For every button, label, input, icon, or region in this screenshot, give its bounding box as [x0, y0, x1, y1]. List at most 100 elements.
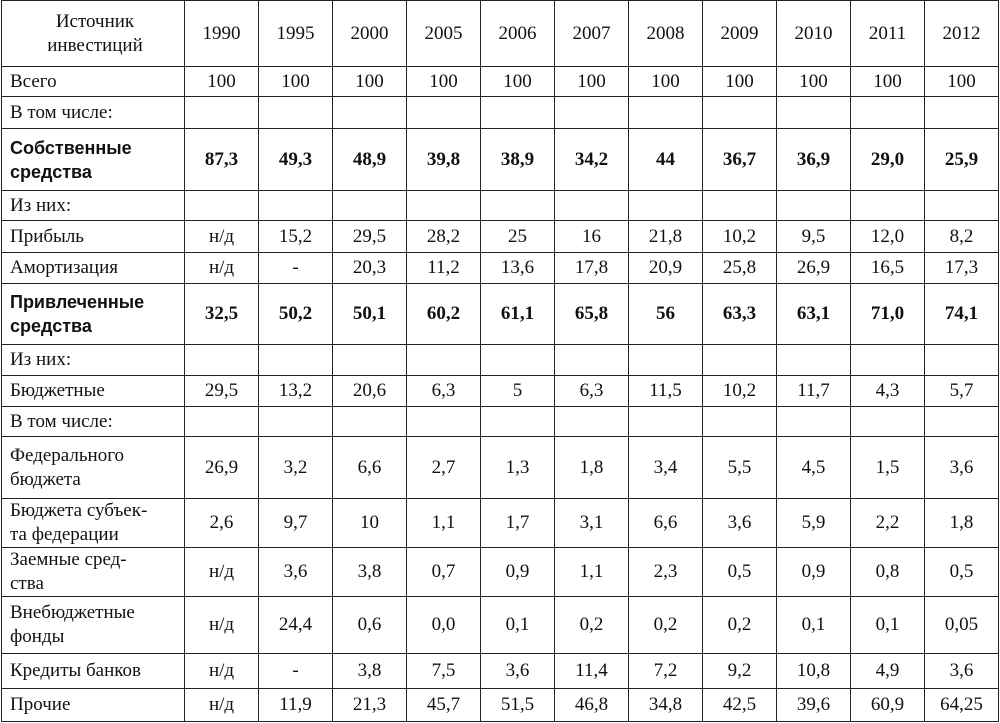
cell: 50,2 — [258, 283, 333, 345]
cell: 2005 — [406, 0, 481, 67]
cell: 3,8 — [332, 653, 407, 689]
cell: 9,5 — [776, 220, 851, 253]
cell: 34,8 — [628, 688, 703, 722]
cell: 10,8 — [776, 653, 851, 689]
cell: 7,2 — [628, 653, 703, 689]
table-row: Заемные сред- ства н/д 3,6 3,8 0,7 0,9 1,1 2,3 0… — [1, 547, 999, 597]
cell: 3,6 — [702, 498, 777, 548]
cell: 7,5 — [406, 653, 481, 689]
cell: 100 — [332, 66, 407, 97]
empty-cell — [850, 406, 925, 437]
table-row: В том числе: — [1, 96, 999, 129]
cell: - — [258, 653, 333, 689]
empty-cell — [776, 96, 851, 129]
table-row: Прочие н/д 11,9 21,3 45,7 51,5 46,8 34,8 42,5 39,… — [1, 688, 999, 722]
empty-cell — [702, 190, 777, 221]
empty-cell — [332, 96, 407, 129]
table-row: Из них: — [1, 344, 999, 376]
cell: 1,8 — [924, 498, 999, 548]
cell: 26,9 — [776, 252, 851, 284]
cell: - — [258, 252, 333, 284]
cell: 100 — [776, 66, 851, 97]
empty-cell — [258, 344, 333, 376]
empty-cell — [628, 190, 703, 221]
cell: 100 — [184, 66, 259, 97]
cell: 100 — [258, 66, 333, 97]
table-row: Внебюджетные фонды н/д 24,4 0,6 0,0 0,1 0,2 0,2… — [1, 596, 999, 654]
cell: 16 — [554, 220, 629, 253]
cell: 5,5 — [702, 436, 777, 499]
cell: 13,2 — [258, 375, 333, 407]
cell: 11,5 — [628, 375, 703, 407]
empty-cell — [480, 344, 555, 376]
empty-cell — [480, 190, 555, 221]
cell: 11,4 — [554, 653, 629, 689]
cell: 11,2 — [406, 252, 481, 284]
cell: 0,7 — [406, 547, 481, 597]
cell: 61,1 — [480, 283, 555, 345]
cell: 4,3 — [850, 375, 925, 407]
cell: 60,9 — [850, 688, 925, 722]
empty-cell — [184, 344, 259, 376]
cell: 0,5 — [702, 547, 777, 597]
cell: 6,6 — [332, 436, 407, 499]
cell: 42,5 — [702, 688, 777, 722]
cell: 26,9 — [184, 436, 259, 499]
empty-cell — [924, 406, 999, 437]
cell: 2,2 — [850, 498, 925, 548]
cell: 25,8 — [702, 252, 777, 284]
cell: 2010 — [776, 0, 851, 67]
empty-cell — [850, 96, 925, 129]
row-label: В том числе: — [1, 96, 185, 129]
cell: 24,4 — [258, 596, 333, 654]
cell: 0,0 — [406, 596, 481, 654]
cell: 63,3 — [702, 283, 777, 345]
cell: 38,9 — [480, 128, 555, 191]
empty-cell — [702, 344, 777, 376]
cell: 25 — [480, 220, 555, 253]
empty-cell — [924, 190, 999, 221]
row-label: Амортизация — [1, 252, 185, 284]
cell: н/д — [184, 688, 259, 722]
empty-cell — [406, 406, 481, 437]
row-label: Бюджетные — [1, 375, 185, 407]
cell: 51,5 — [480, 688, 555, 722]
cell: 17,8 — [554, 252, 629, 284]
row-label: Прочие — [1, 688, 185, 722]
empty-cell — [184, 190, 259, 221]
cell: 1990 — [184, 0, 259, 67]
cell: 71,0 — [850, 283, 925, 345]
empty-cell — [702, 96, 777, 129]
cell: 17,3 — [924, 252, 999, 284]
cell: н/д — [184, 547, 259, 597]
cell: н/д — [184, 596, 259, 654]
cell: 20,3 — [332, 252, 407, 284]
empty-cell — [258, 190, 333, 221]
cell: 44 — [628, 128, 703, 191]
row-label: Собственные средства — [1, 128, 185, 191]
cell: 74,1 — [924, 283, 999, 345]
table-row: Всего 100 100 100 100 100 100 100 100 100 100 100 — [1, 66, 999, 97]
cell: 0,1 — [776, 596, 851, 654]
cell: 20,9 — [628, 252, 703, 284]
cell: 1,8 — [554, 436, 629, 499]
cell: 10 — [332, 498, 407, 548]
cell: 36,9 — [776, 128, 851, 191]
cell: 32,5 — [184, 283, 259, 345]
cell: 0,2 — [628, 596, 703, 654]
cell: 0,2 — [554, 596, 629, 654]
cell: 39,6 — [776, 688, 851, 722]
cell: 0,1 — [480, 596, 555, 654]
row-label: Внебюджетные фонды — [1, 596, 185, 654]
cell: 8,2 — [924, 220, 999, 253]
cell: 25,9 — [924, 128, 999, 191]
cell: 2006 — [480, 0, 555, 67]
cell: 56 — [628, 283, 703, 345]
table-row: Бюджета субъек- та федерации 2,6 9,7 10 1,1 1… — [1, 498, 999, 548]
cell: 6,3 — [406, 375, 481, 407]
cell: 1,1 — [406, 498, 481, 548]
cell: 2008 — [628, 0, 703, 67]
empty-cell — [776, 344, 851, 376]
cell: 100 — [480, 66, 555, 97]
